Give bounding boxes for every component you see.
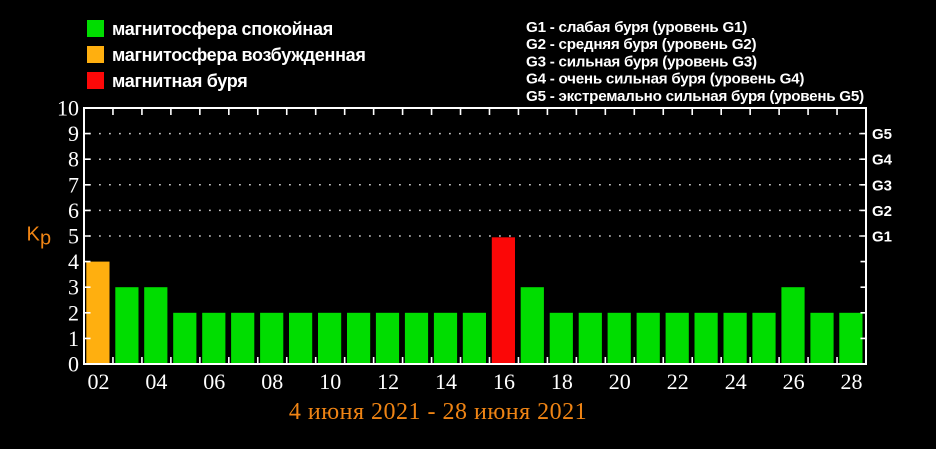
svg-text:p: p bbox=[40, 228, 51, 250]
svg-text:26: 26 bbox=[783, 369, 805, 394]
svg-text:G4: G4 bbox=[872, 152, 893, 169]
svg-text:G2 - средняя буря (уровень G2): G2 - средняя буря (уровень G2) bbox=[526, 36, 756, 53]
svg-text:магнитосфера возбужденная: магнитосфера возбужденная bbox=[112, 45, 366, 65]
svg-text:магнитная буря: магнитная буря bbox=[112, 71, 247, 91]
svg-text:06: 06 bbox=[203, 369, 225, 394]
svg-text:G1: G1 bbox=[872, 229, 892, 246]
svg-text:2: 2 bbox=[68, 300, 79, 325]
svg-text:14: 14 bbox=[435, 369, 457, 394]
svg-text:02: 02 bbox=[88, 369, 110, 394]
svg-text:28: 28 bbox=[841, 369, 863, 394]
svg-text:5: 5 bbox=[68, 224, 79, 249]
svg-text:16: 16 bbox=[493, 369, 515, 394]
svg-text:9: 9 bbox=[68, 121, 79, 146]
svg-text:7: 7 bbox=[68, 172, 79, 197]
svg-text:1: 1 bbox=[68, 326, 79, 351]
svg-text:20: 20 bbox=[609, 369, 631, 394]
svg-text:8: 8 bbox=[68, 147, 79, 172]
svg-text:18: 18 bbox=[551, 369, 573, 394]
svg-text:магнитосфера спокойная: магнитосфера спокойная bbox=[112, 19, 333, 39]
svg-text:24: 24 bbox=[725, 369, 747, 394]
svg-text:10: 10 bbox=[57, 96, 79, 121]
svg-text:4: 4 bbox=[68, 249, 79, 274]
svg-text:6: 6 bbox=[68, 198, 79, 223]
svg-text:12: 12 bbox=[377, 369, 399, 394]
svg-text:22: 22 bbox=[667, 369, 689, 394]
svg-text:0: 0 bbox=[68, 352, 79, 377]
svg-text:4 июня 2021 - 28 июня 2021: 4 июня 2021 - 28 июня 2021 bbox=[289, 399, 587, 425]
svg-text:G5: G5 bbox=[872, 126, 892, 143]
svg-text:G3: G3 bbox=[872, 177, 892, 194]
svg-text:G3 - сильная буря (уровень G3): G3 - сильная буря (уровень G3) bbox=[526, 53, 757, 70]
svg-text:G2: G2 bbox=[872, 203, 892, 220]
svg-text:G5 - экстремально сильная буря: G5 - экстремально сильная буря (уровень … bbox=[526, 88, 864, 105]
svg-text:K: K bbox=[27, 224, 41, 246]
svg-text:10: 10 bbox=[319, 369, 341, 394]
svg-text:3: 3 bbox=[68, 275, 79, 300]
svg-text:G4 - очень сильная буря (урове: G4 - очень сильная буря (уровень G4) bbox=[526, 71, 804, 88]
svg-text:G1 - слабая буря (уровень G1): G1 - слабая буря (уровень G1) bbox=[526, 19, 747, 36]
svg-text:04: 04 bbox=[145, 369, 167, 394]
svg-text:08: 08 bbox=[261, 369, 283, 394]
